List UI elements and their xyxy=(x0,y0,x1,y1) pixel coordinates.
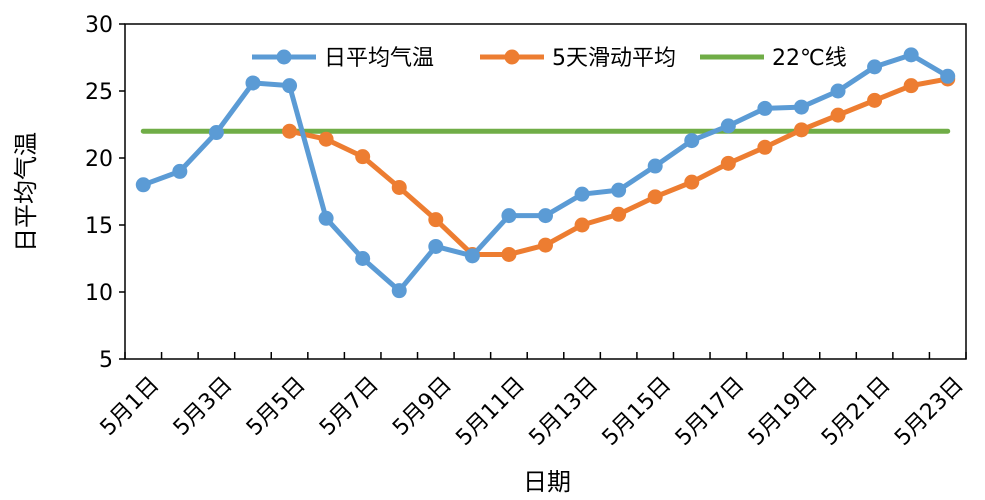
x-tick-label: 5月1日 xyxy=(96,372,165,441)
data-point xyxy=(501,246,517,262)
data-point xyxy=(391,283,407,299)
legend-swatch-marker xyxy=(276,49,292,65)
data-point xyxy=(172,163,188,179)
series-1 xyxy=(282,71,956,262)
data-point xyxy=(830,107,846,123)
data-point xyxy=(355,149,371,165)
data-point xyxy=(135,177,151,193)
data-point xyxy=(647,189,663,205)
x-axis-title: 日期 xyxy=(523,468,571,496)
y-tick-label: 5 xyxy=(99,348,113,373)
y-tick-label: 20 xyxy=(85,147,113,172)
data-point xyxy=(903,78,919,94)
x-tick-label: 5月3日 xyxy=(169,372,238,441)
axes: 5 10 15 20 25 30 5月1日 5月3日 5月5日 5月7日 5月9日5月11日5月13… xyxy=(85,13,969,451)
data-point xyxy=(867,92,883,108)
y-axis-title: 日平均气温 xyxy=(12,132,40,252)
data-point xyxy=(245,75,261,91)
x-tick-label: 5月11日 xyxy=(451,372,529,450)
data-point xyxy=(574,186,590,202)
data-point xyxy=(282,123,298,139)
y-tick-label: 10 xyxy=(85,281,113,306)
data-point xyxy=(538,208,553,224)
legend: 日平均气温 5天滑动平均 22℃线 xyxy=(252,46,847,71)
x-tick-label: 5月19日 xyxy=(744,372,822,450)
data-point xyxy=(611,206,627,222)
data-point xyxy=(538,237,553,253)
series-0 xyxy=(135,47,956,299)
data-point xyxy=(428,238,444,254)
x-tick-label: 5月17日 xyxy=(671,372,749,450)
data-point xyxy=(757,139,773,155)
data-point xyxy=(318,131,334,147)
y-tick-label: 25 xyxy=(85,80,113,105)
plot-area-border xyxy=(124,23,967,360)
data-point xyxy=(684,133,700,149)
legend-label: 22℃线 xyxy=(772,46,847,71)
data-point xyxy=(318,210,334,226)
y-tick-label: 15 xyxy=(85,214,113,239)
data-point xyxy=(684,174,700,190)
legend-item: 22℃线 xyxy=(700,46,847,71)
legend-swatch-marker xyxy=(504,49,520,65)
legend-label: 5天滑动平均 xyxy=(552,46,676,71)
legend-label: 日平均气温 xyxy=(324,46,434,71)
data-point xyxy=(428,212,444,228)
x-tick-label: 5月7日 xyxy=(315,372,384,441)
series-line xyxy=(287,76,951,257)
data-point xyxy=(830,83,846,99)
y-tick-label: 30 xyxy=(85,13,113,38)
x-tick-label: 5月23日 xyxy=(890,372,968,450)
data-point xyxy=(757,100,773,116)
data-point xyxy=(793,99,809,115)
data-point xyxy=(208,125,224,141)
data-point xyxy=(464,248,480,264)
data-point xyxy=(574,217,590,233)
data-point xyxy=(793,122,809,138)
data-point xyxy=(282,78,298,94)
data-point xyxy=(647,158,663,174)
x-tick-label: 5月9日 xyxy=(388,372,457,441)
x-tick-label: 5月5日 xyxy=(242,372,311,441)
data-point xyxy=(903,47,919,63)
series-layer xyxy=(135,47,956,299)
x-tick-label: 5月15日 xyxy=(598,372,676,450)
series-line xyxy=(140,52,951,294)
x-tick-label: 5月21日 xyxy=(817,372,895,450)
data-point xyxy=(611,182,627,198)
legend-item: 5天滑动平均 xyxy=(480,46,676,71)
data-point xyxy=(867,59,883,75)
x-tick-label: 5月13日 xyxy=(525,372,603,450)
legend-item: 日平均气温 xyxy=(252,46,434,71)
data-point xyxy=(391,179,407,195)
data-point xyxy=(720,155,736,171)
data-point xyxy=(355,251,371,266)
data-point xyxy=(940,68,956,84)
data-point xyxy=(501,208,517,224)
data-point xyxy=(720,118,736,134)
